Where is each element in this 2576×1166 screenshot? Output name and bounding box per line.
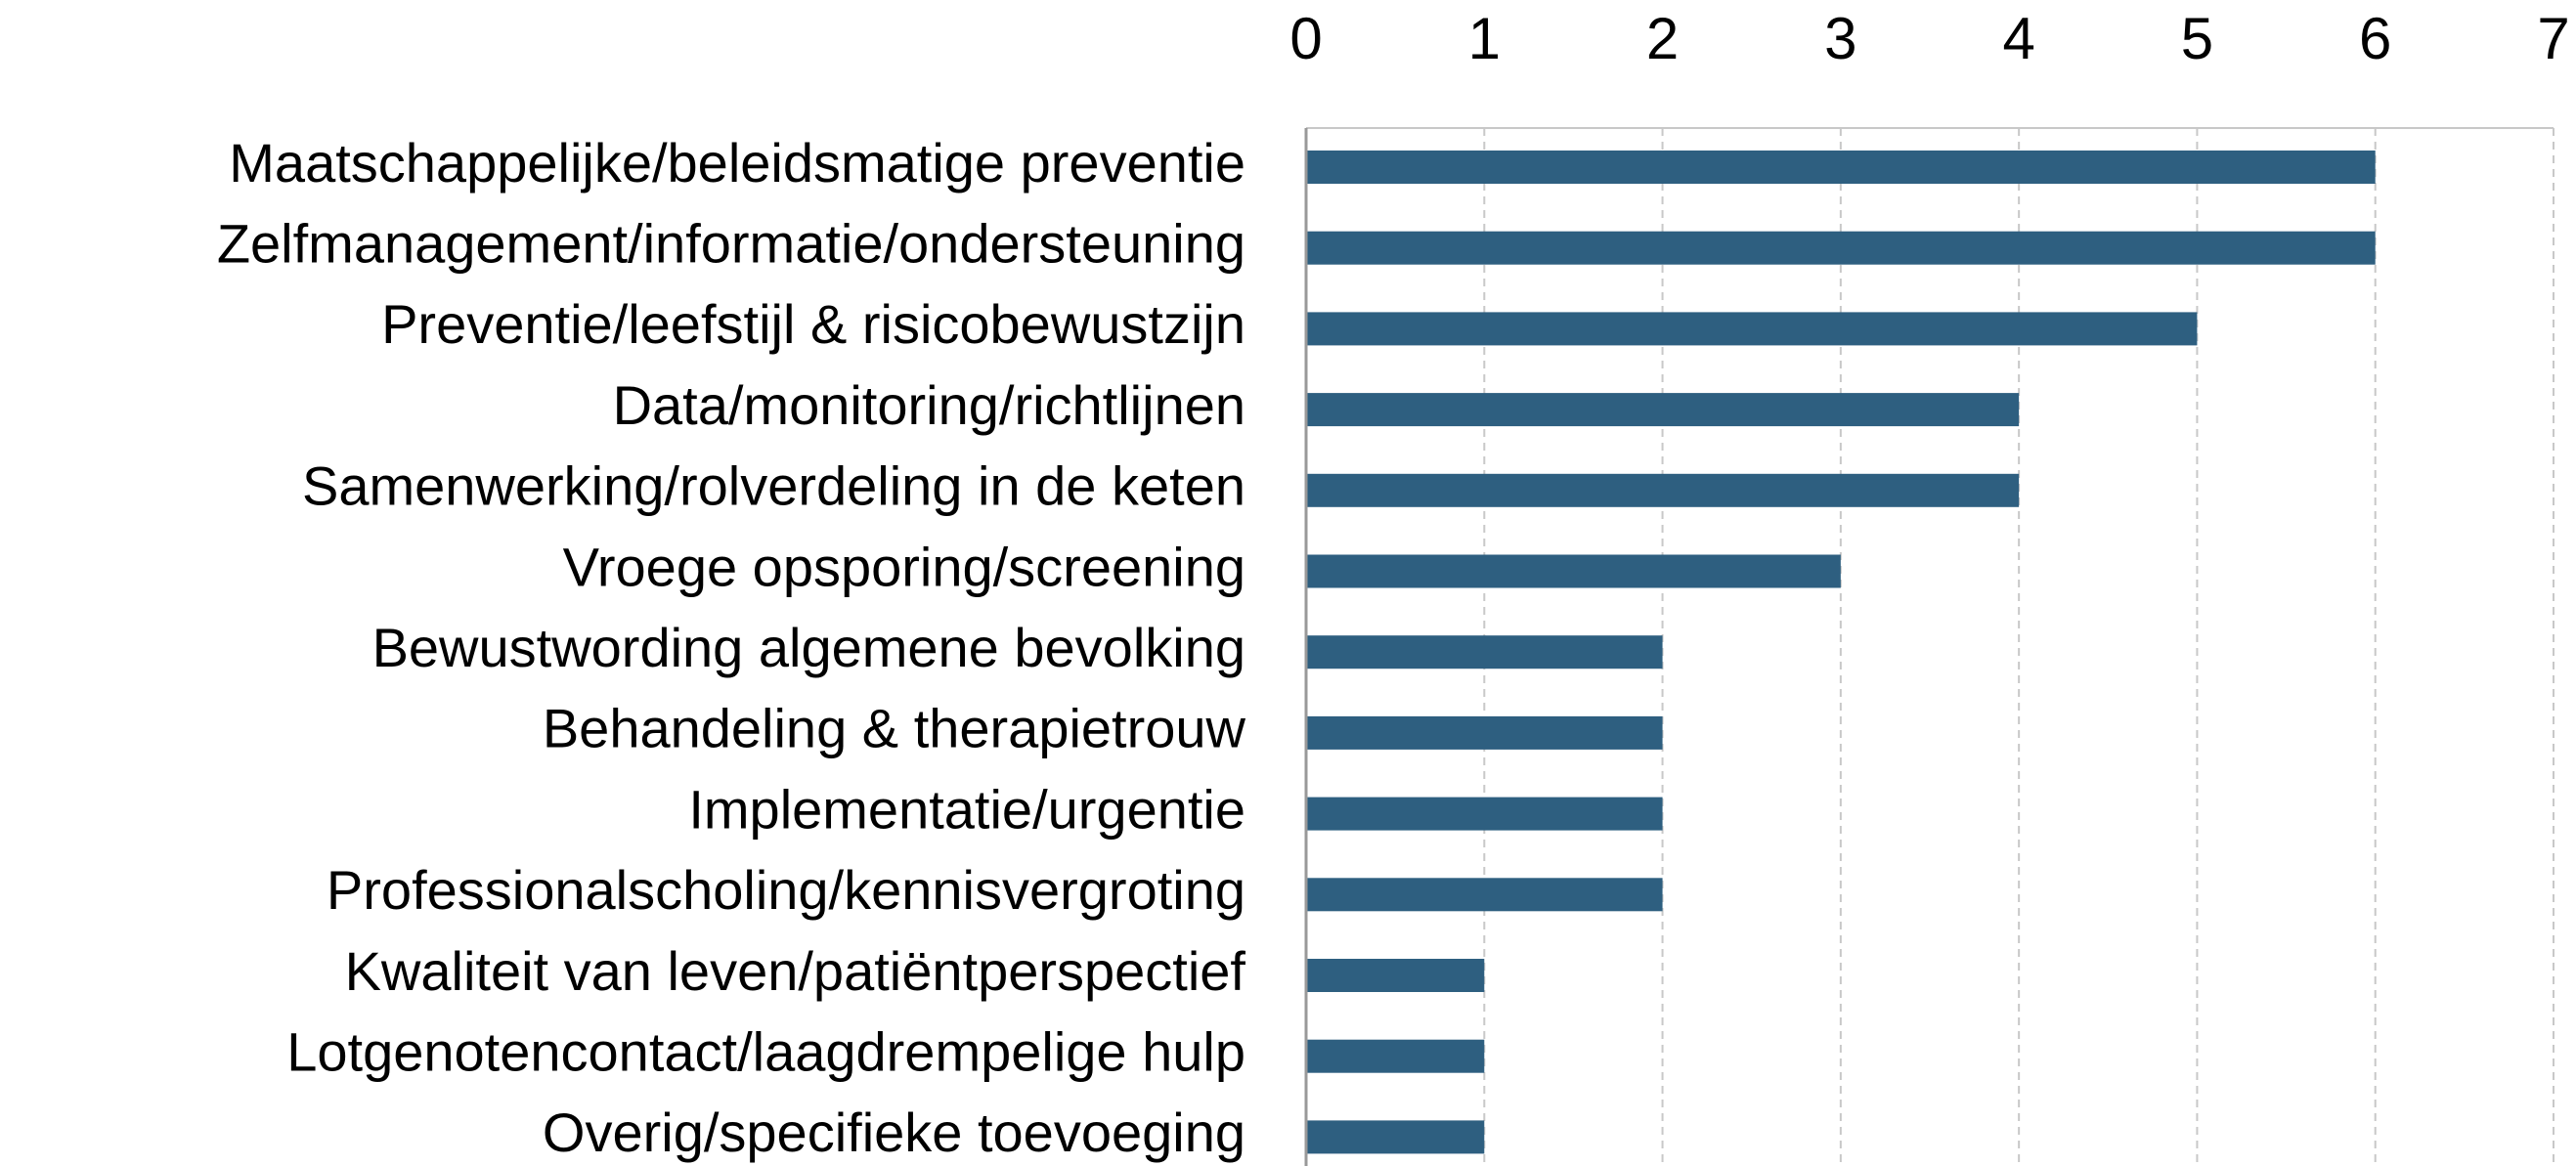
y-tick-label: Professionalscholing/kennisvergroting bbox=[327, 859, 1245, 921]
x-tick-label: 1 bbox=[1468, 6, 1501, 71]
bar bbox=[1306, 231, 2376, 265]
y-tick-label: Preventie/leefstijl & risicobewustzijn bbox=[381, 293, 1245, 355]
y-tick-label: Data/monitoring/richtlijnen bbox=[613, 374, 1245, 436]
bar bbox=[1306, 1039, 1485, 1073]
y-tick-label: Implementatie/urgentie bbox=[688, 778, 1245, 840]
y-tick-label: Behandeling & therapietrouw bbox=[543, 698, 1246, 759]
bar bbox=[1306, 151, 2376, 184]
y-tick-label: Overig/specifieke toevoeging bbox=[543, 1101, 1245, 1163]
x-tick-label: 3 bbox=[1824, 6, 1856, 71]
x-tick-label: 2 bbox=[1646, 6, 1679, 71]
x-tick-label: 4 bbox=[2002, 6, 2034, 71]
bar bbox=[1306, 715, 1663, 750]
bar bbox=[1306, 1120, 1485, 1154]
x-tick-label: 7 bbox=[2537, 6, 2569, 71]
y-tick-label: Zelfmanagement/informatie/ondersteuning bbox=[217, 212, 1245, 274]
bar bbox=[1306, 959, 1485, 992]
bar bbox=[1306, 635, 1663, 669]
bar bbox=[1306, 878, 1663, 912]
bar bbox=[1306, 554, 1841, 588]
bar bbox=[1306, 473, 2020, 507]
bar bbox=[1306, 312, 2198, 346]
y-tick-label: Lotgenotencontact/laagdrempelige hulp bbox=[286, 1020, 1245, 1082]
y-tick-label: Samenwerking/rolverdeling in de keten bbox=[302, 455, 1245, 517]
y-tick-label: Vroege opsporing/screening bbox=[563, 536, 1245, 597]
y-tick-label: Maatschappelijke/beleidsmatige preventie bbox=[229, 132, 1245, 194]
x-tick-label: 0 bbox=[1289, 6, 1322, 71]
bar bbox=[1306, 393, 2020, 427]
y-tick-label: Bewustwording algemene bevolking bbox=[372, 617, 1245, 678]
x-tick-label: 6 bbox=[2359, 6, 2391, 71]
bar bbox=[1306, 797, 1663, 831]
y-tick-label: Kwaliteit van leven/patiëntperspectief bbox=[345, 940, 1246, 1002]
x-tick-label: 5 bbox=[2181, 6, 2213, 71]
